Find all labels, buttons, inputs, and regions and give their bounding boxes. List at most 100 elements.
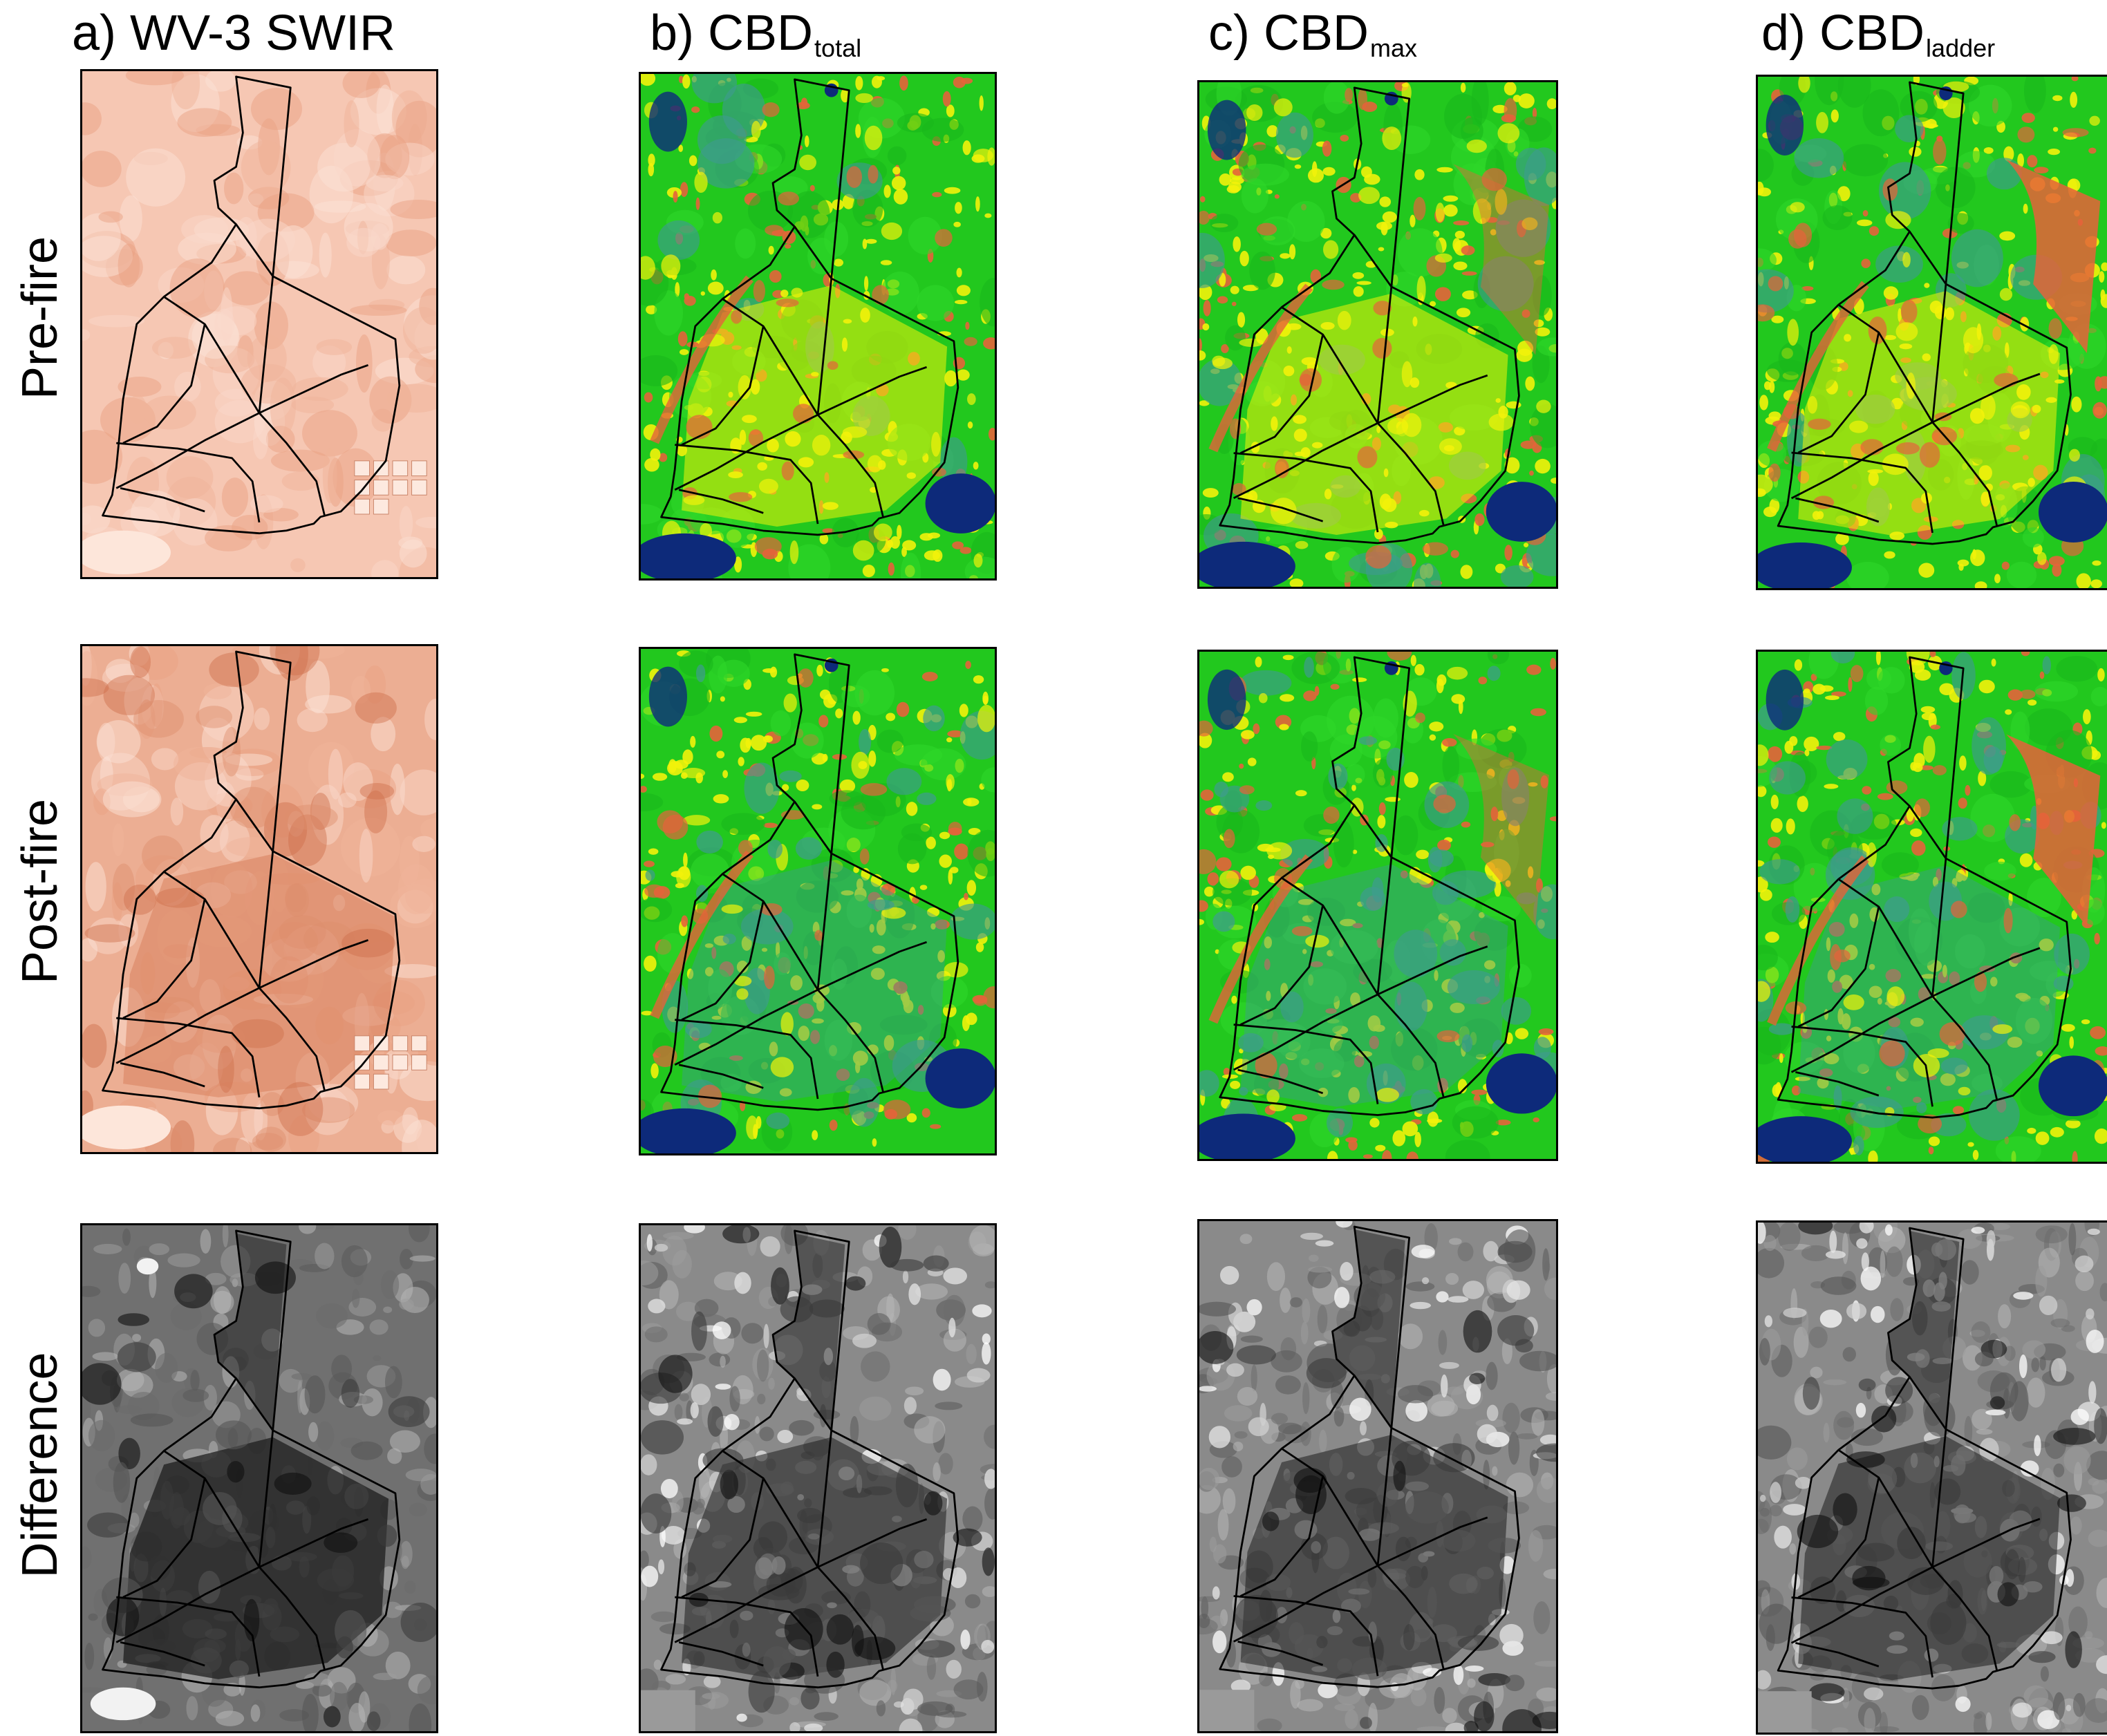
texture-patch [1794,138,1844,178]
texture-patch [1974,1713,1983,1719]
texture-patch [1325,1008,1337,1014]
texture-patch [759,1426,774,1442]
paddock [411,480,427,496]
texture-patch [1784,741,1794,754]
texture-patch [1266,842,1293,860]
texture-patch [1453,261,1468,271]
texture-patch [984,1487,995,1520]
texture-patch [2006,561,2037,588]
burn-unit-outline [660,653,959,1111]
texture-patch [961,77,973,84]
texture-patch [917,285,955,321]
texture-patch [1895,442,1920,455]
texture-patch [1365,545,1392,569]
texture-patch [939,854,952,868]
texture-patch [2099,271,2105,283]
texture-patch [82,1285,101,1297]
texture-patch [1516,892,1537,905]
texture-patch [1322,140,1332,157]
texture-patch [899,1718,923,1731]
texture-patch [1536,1477,1556,1503]
texture-patch [1974,972,1987,992]
texture-patch [1484,960,1496,970]
texture-patch [1411,1245,1435,1258]
texture-patch [1785,896,1800,923]
texture-patch [1343,1320,1360,1337]
texture-patch [1957,559,1969,567]
texture-patch [2020,1460,2039,1477]
texture-patch [1462,1281,1485,1299]
texture-patch [1295,540,1309,549]
panel-cbd-max-difference [1197,1219,1558,1733]
texture-patch [851,751,870,779]
internal-track-line [817,941,927,991]
bright-patch [82,1105,171,1150]
texture-patch [1868,1150,1878,1162]
high-density-zone [2006,160,2101,353]
texture-patch [1495,563,1506,574]
texture-patch [1199,1070,1219,1097]
texture-patch [818,715,829,728]
texture-patch [906,1113,917,1123]
texture-patch [897,113,934,133]
texture-patch [122,1228,131,1246]
texture-patch [2021,652,2030,657]
texture-patch [697,1084,722,1108]
texture-patch [763,822,778,829]
texture-patch [859,1679,892,1706]
texture-patch [1884,1224,1893,1236]
texture-patch [1433,794,1456,813]
texture-patch [2086,1451,2107,1480]
texture-patch [893,189,908,205]
texture-patch [905,1386,924,1396]
texture-patch [862,565,875,578]
texture-patch [680,182,689,197]
texture-patch [1533,275,1552,317]
texture-patch [1808,1326,1828,1348]
texture-patch [698,1466,711,1498]
texture-patch [1527,866,1534,878]
texture-patch [1921,974,1936,979]
internal-track-line [1931,283,1947,423]
burn-unit-fill [1798,291,2061,536]
texture-patch [1952,1106,1965,1115]
texture-patch [2095,376,2102,392]
texture-patch [658,1559,665,1575]
texture-patch [964,556,995,578]
texture-patch [966,1368,991,1383]
texture-patch [1852,1576,1890,1589]
texture-patch [1942,964,1947,978]
texture-patch [1758,1425,1792,1460]
texture-patch [2039,671,2045,679]
texture-patch [1302,1298,1311,1323]
texture-patch [1251,1364,1257,1392]
panel-image [1199,1221,1556,1731]
texture-patch [729,1386,740,1412]
internal-track-line [235,223,274,277]
texture-patch [782,784,789,791]
texture-patch [1758,181,1764,196]
texture-patch [811,848,854,883]
texture-patch [341,1379,360,1408]
texture-patch [1504,457,1520,474]
texture-patch [883,1100,911,1120]
texture-patch [1372,759,1394,788]
texture-patch [297,1380,303,1414]
texture-patch [1826,1035,1832,1041]
texture-patch [1212,1630,1227,1654]
texture-patch [214,399,265,444]
texture-patch [1199,284,1212,301]
texture-patch [682,74,691,89]
texture-patch [860,783,888,796]
texture-patch [2069,449,2080,462]
texture-patch [867,455,883,473]
high-density-zone [2006,734,2101,927]
texture-patch [2053,975,2074,992]
burn-unit-outline [660,1229,959,1689]
texture-patch [400,1249,413,1270]
texture-patch [288,814,327,867]
texture-patch [1774,1525,1792,1549]
texture-patch [969,1225,995,1255]
texture-patch [1842,1232,1848,1265]
panel-texture [641,649,995,1153]
